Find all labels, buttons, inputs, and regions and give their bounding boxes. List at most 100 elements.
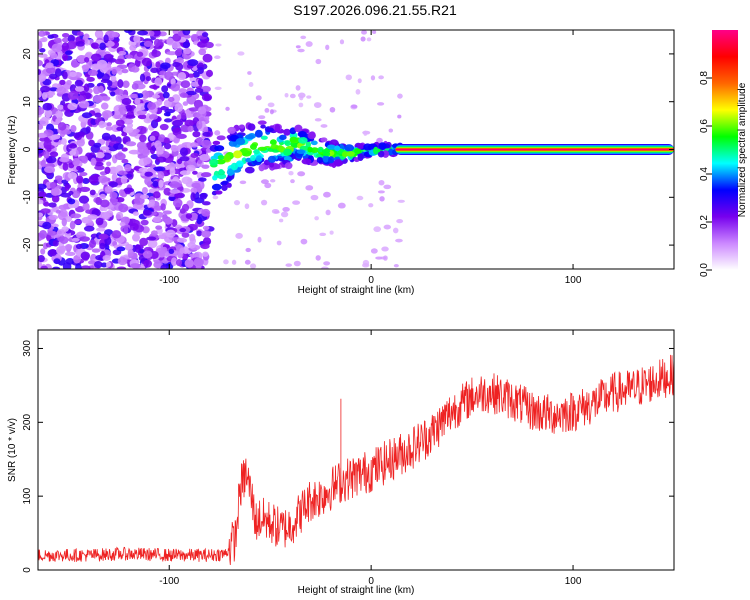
- noise-blob: [154, 77, 163, 87]
- noise-blob: [73, 254, 81, 264]
- noise-blob: [74, 219, 82, 225]
- noise-blob: [189, 253, 199, 258]
- noise-blob: [137, 145, 149, 154]
- signal-blob: [310, 140, 318, 146]
- noise-blob: [315, 58, 322, 65]
- y-tick-label: 0: [22, 146, 33, 152]
- noise-blob: [71, 237, 80, 242]
- noise-blob: [75, 263, 82, 269]
- noise-blob: [237, 51, 245, 56]
- signal-blob: [316, 157, 324, 164]
- noise-blob: [115, 214, 121, 220]
- chart-title: S197.2026.096.21.55.R21: [293, 2, 457, 18]
- signal-blob: [378, 142, 387, 150]
- signal-blob: [209, 159, 219, 166]
- noise-blob: [170, 257, 178, 267]
- noise-blob: [118, 203, 129, 213]
- noise-blob: [38, 69, 42, 76]
- noise-blob: [55, 117, 62, 124]
- noise-blob: [99, 199, 110, 208]
- noise-blob: [158, 134, 166, 143]
- noise-blob: [180, 80, 191, 89]
- noise-blob: [81, 155, 89, 164]
- noise-blob: [76, 55, 87, 64]
- noise-blob: [329, 230, 334, 235]
- noise-blob: [174, 192, 185, 199]
- noise-blob: [214, 86, 222, 91]
- noise-blob: [58, 204, 69, 211]
- noise-blob: [138, 167, 149, 172]
- noise-blob: [88, 175, 99, 184]
- noise-blob: [78, 100, 90, 109]
- noise-blob: [184, 258, 194, 268]
- noise-blob: [82, 64, 89, 73]
- noise-blob: [143, 40, 153, 48]
- colorbar-tick-label: 0.2: [699, 215, 710, 229]
- noise-blob: [264, 108, 270, 113]
- noise-blob: [373, 226, 382, 233]
- noise-blob: [79, 172, 88, 177]
- noise-blob: [60, 192, 72, 198]
- noise-blob: [151, 94, 160, 99]
- noise-blob: [145, 76, 152, 82]
- noise-blob: [124, 30, 133, 34]
- noise-blob: [200, 85, 211, 93]
- noise-blob: [162, 210, 172, 215]
- colorbar-tick-label: 0.4: [699, 167, 710, 181]
- noise-blob: [168, 96, 175, 103]
- noise-blob: [152, 191, 161, 199]
- noise-blob: [181, 112, 187, 120]
- noise-blob: [397, 93, 403, 99]
- noise-blob: [93, 142, 102, 148]
- signal-blob: [257, 146, 268, 151]
- noise-blob: [248, 82, 254, 88]
- noise-blob: [59, 157, 70, 163]
- signal-blob: [307, 146, 313, 153]
- noise-blob: [60, 138, 67, 145]
- noise-blob: [177, 72, 187, 81]
- noise-blob: [190, 142, 199, 148]
- noise-blob: [201, 164, 210, 169]
- noise-blob: [99, 42, 106, 51]
- noise-blob: [377, 190, 385, 194]
- noise-blob: [174, 49, 183, 57]
- noise-blob: [383, 255, 388, 261]
- signal-blob: [228, 140, 238, 147]
- noise-blob: [284, 93, 289, 98]
- noise-blob: [40, 208, 51, 214]
- noise-blob: [378, 179, 385, 186]
- noise-blob: [69, 220, 76, 230]
- noise-blob: [70, 124, 77, 133]
- noise-blob: [298, 102, 304, 108]
- snr-ylabel: SNR (10 * v/v): [7, 418, 18, 482]
- noise-blob: [124, 54, 134, 59]
- snr-series-line: [38, 354, 674, 566]
- y-tick-label: 0: [22, 567, 33, 573]
- noise-blob: [78, 195, 90, 204]
- noise-blob: [247, 71, 252, 75]
- noise-blob: [169, 189, 181, 194]
- noise-blob: [99, 242, 106, 250]
- noise-blob: [158, 179, 164, 189]
- noise-blob: [166, 51, 177, 56]
- colorbar-ticks: 0.0 0.2 0.4 0.6 0.8: [699, 71, 712, 277]
- noise-blob: [295, 45, 301, 49]
- signal-blob: [298, 137, 308, 144]
- noise-blob: [38, 59, 43, 67]
- noise-blob: [181, 176, 192, 185]
- noise-blob: [163, 187, 172, 196]
- noise-blob: [182, 30, 191, 36]
- signal-blob: [377, 150, 385, 158]
- noise-blob: [292, 200, 301, 205]
- noise-blob: [91, 248, 101, 253]
- noise-blob: [83, 225, 95, 232]
- noise-blob: [56, 246, 66, 255]
- noise-blob: [106, 261, 112, 267]
- noise-blob: [143, 259, 153, 268]
- noise-blob: [378, 75, 384, 80]
- noise-blob: [397, 199, 405, 203]
- noise-blob: [99, 193, 106, 200]
- noise-blob: [75, 205, 85, 213]
- noise-blob: [59, 79, 66, 86]
